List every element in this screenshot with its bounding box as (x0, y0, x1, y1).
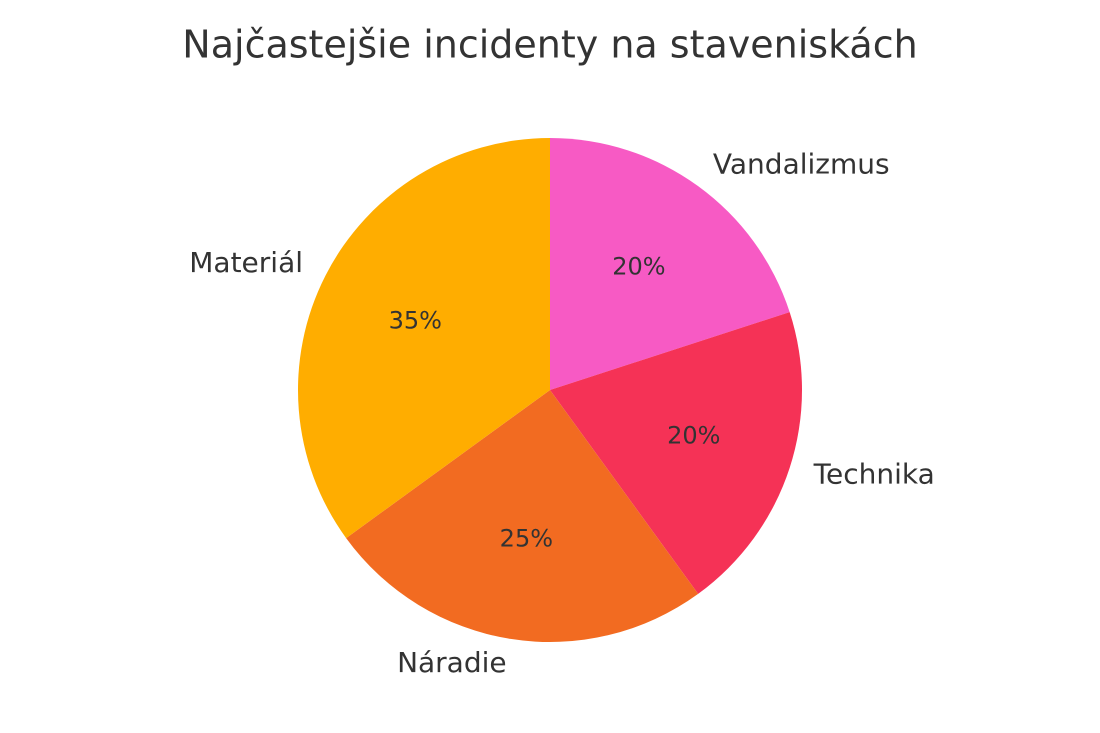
slice-label: Technika (813, 458, 935, 491)
slice-label: Vandalizmus (713, 148, 890, 181)
pie-slice (346, 390, 699, 643)
pie-slice (550, 138, 790, 390)
value-label: 25% (500, 524, 553, 552)
pie-slice (298, 138, 550, 539)
pie-slice (550, 312, 802, 594)
value-label: 35% (389, 306, 442, 334)
chart-title: Najčastejšie incidenty na staveniskách (182, 23, 917, 67)
value-label: 20% (612, 253, 665, 281)
slice-label: Materiál (189, 246, 303, 279)
value-label: 20% (667, 422, 720, 450)
slice-label: Náradie (397, 646, 507, 679)
